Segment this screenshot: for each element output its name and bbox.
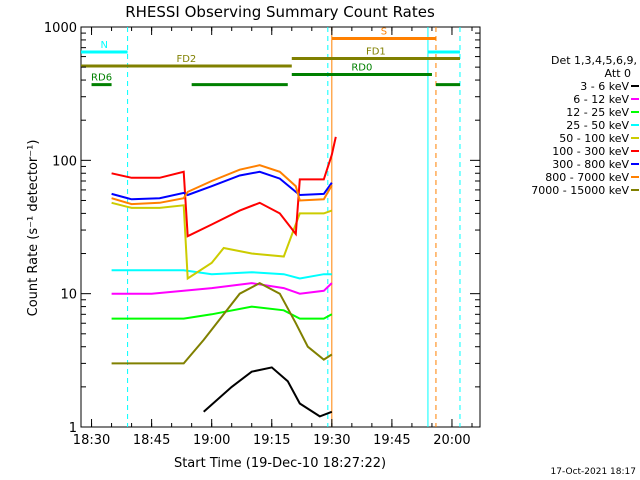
series-line <box>111 170 333 201</box>
legend-entry: 800 - 7000 keV <box>545 171 629 184</box>
legend-entry: 300 - 800 keV <box>552 158 629 171</box>
x-tick-label: 19:30 <box>313 433 350 448</box>
legend-header-attenuator: Att 0 <box>605 67 631 80</box>
legend-entry: 3 - 6 keV <box>580 80 629 93</box>
y-tick-label: 10 <box>60 288 77 303</box>
flag-label: N <box>101 40 108 51</box>
legend-entry: 12 - 25 keV <box>566 106 629 119</box>
y-tick-label: 100 <box>52 154 77 169</box>
x-tick-label: 18:30 <box>73 433 110 448</box>
chart-title: RHESSI Observing Summary Count Rates <box>125 3 435 21</box>
vertical-markers-layer <box>127 27 461 427</box>
y-tick-label: 1000 <box>44 21 77 36</box>
series-line <box>111 201 333 281</box>
y-axis-label: Count Rate (s⁻¹ detector⁻¹) <box>26 140 41 317</box>
x-axis-label: Start Time (19-Dec-10 18:27:22) <box>174 456 386 471</box>
legend-entry: 6 - 12 keV <box>573 93 629 106</box>
series-line <box>111 282 333 295</box>
y-tick-label: 1 <box>69 421 77 436</box>
flag-label: FD1 <box>366 47 386 58</box>
series-layer <box>111 136 337 418</box>
x-tick-label: 19:00 <box>193 433 230 448</box>
series-line <box>111 136 337 238</box>
legend-entry: 7000 - 15000 keV <box>531 184 629 197</box>
series-line <box>111 305 333 320</box>
series-line <box>203 366 333 418</box>
flag-label: RD6 <box>91 73 112 84</box>
ticks-layer: 18:30 18:45 19:00 19:15 19:30 19:45 20:00 1 10 10… <box>44 21 480 448</box>
flag-label: FD2 <box>176 54 196 65</box>
x-tick-label: 20:00 <box>433 433 470 448</box>
x-tick-label: 19:45 <box>373 433 410 448</box>
timestamp: 17-Oct-2021 18:17 <box>551 467 636 477</box>
x-tick-label: 19:15 <box>253 433 290 448</box>
series-line <box>111 281 333 365</box>
x-tick-label: 18:45 <box>133 433 170 448</box>
legend-entry: 100 - 300 keV <box>552 145 629 158</box>
plot-frame-layer <box>80 26 481 428</box>
legend-entry: 25 - 50 keV <box>566 119 629 132</box>
series-line <box>111 269 332 280</box>
legend-header: Det 1,3,4,5,6,9, <box>551 54 637 67</box>
flag-label: RD0 <box>351 63 372 74</box>
flag-label: S <box>381 26 387 37</box>
flags-layer: N S FD1 FD2 RD0 RD6 <box>81 26 460 87</box>
legend-entry: 50 - 100 keV <box>559 132 629 145</box>
plot-frame <box>80 26 481 428</box>
series-line <box>111 164 333 206</box>
